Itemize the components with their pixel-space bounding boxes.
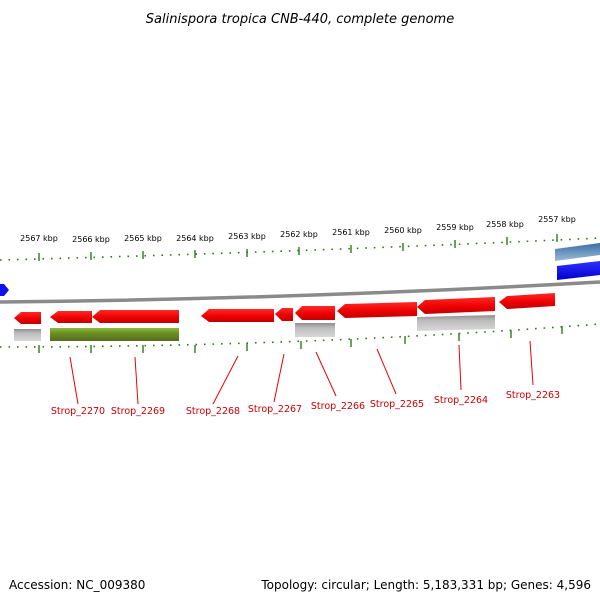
gene-arrow-strop-2269: [92, 310, 179, 323]
gene-arrow-strop-2266: [295, 306, 335, 320]
gene-leader-line: [315, 351, 337, 397]
gene-leader-line: [69, 356, 79, 405]
gene-leader-line: [134, 356, 139, 405]
gene-arrow-strop-2267: [275, 308, 293, 321]
gene-label-strop-2263[interactable]: Strop_2263: [506, 390, 560, 401]
gene-label-strop-2266[interactable]: Strop_2266: [311, 401, 365, 412]
genome-summary-text: Topology: circular; Length: 5,183,331 bp…: [261, 578, 591, 592]
gene-arrow-strop-2265: [337, 302, 417, 318]
scale-label: 2564 kbp: [176, 234, 214, 243]
scale-label: 2559 kbp: [436, 223, 474, 232]
scale-label: 2558 kbp: [486, 220, 524, 229]
gene-leader-line: [376, 348, 397, 395]
scale-major-ticks: [38, 234, 558, 261]
gene-arrow-strop-2263: [499, 293, 555, 309]
scale-lower: [0, 323, 600, 353]
feature-blue: [557, 261, 600, 280]
gene-label-strop-2267[interactable]: Strop_2267: [248, 404, 302, 415]
scale-label: 2560 kbp: [384, 226, 422, 235]
feature-gray: [14, 329, 41, 341]
accession-text: Accession: NC_009380: [9, 578, 146, 592]
scale-label: 2565 kbp: [124, 234, 162, 243]
scale-lower-major-ticks: [38, 326, 563, 353]
genome-backbone: [0, 280, 600, 304]
scale-label: 2561 kbp: [332, 228, 370, 237]
feature-gray: [417, 315, 495, 331]
feature-blue-arrow: [0, 284, 9, 296]
track-features-lower: [14, 315, 495, 341]
map-title: Salinispora tropica CNB-440, complete ge…: [146, 12, 454, 27]
gene-arrow-strop-2264: [417, 297, 495, 314]
gene-arrow-strop-2269a: [50, 311, 92, 323]
gene-label-strop-2269[interactable]: Strop_2269: [111, 406, 165, 417]
scale-label: 2562 kbp: [280, 230, 318, 239]
gene-label-strop-2268[interactable]: Strop_2268: [186, 406, 240, 417]
gene-arrow-strop-2270: [14, 312, 41, 324]
gene-leader-line: [529, 340, 534, 386]
track-features-right: [555, 243, 600, 280]
gene-label-strop-2270[interactable]: Strop_2270: [51, 406, 105, 417]
feature-olive: [50, 328, 179, 341]
gene-leader-line: [458, 344, 462, 391]
gene-label-strop-2265[interactable]: Strop_2265: [370, 399, 424, 410]
gene-leader-line: [273, 353, 285, 403]
gene-labels: Strop_2270 Strop_2269 Strop_2268 Strop_2…: [51, 340, 560, 417]
gene-arrow-strop-2268: [201, 309, 274, 322]
feature-steelblue: [555, 243, 600, 261]
scale-label: 2563 kbp: [228, 232, 266, 241]
gene-leader-line: [212, 355, 239, 405]
scale-label: 2567 kbp: [20, 234, 58, 243]
scale-label: 2566 kbp: [72, 235, 110, 244]
track-genes: [14, 293, 555, 324]
feature-gray: [295, 323, 335, 337]
gene-label-strop-2264[interactable]: Strop_2264: [434, 395, 488, 406]
scale-label: 2557 kbp: [538, 215, 576, 224]
scale-upper: 2567 kbp 2566 kbp 2565 kbp 2564 kbp 2563…: [0, 215, 600, 261]
